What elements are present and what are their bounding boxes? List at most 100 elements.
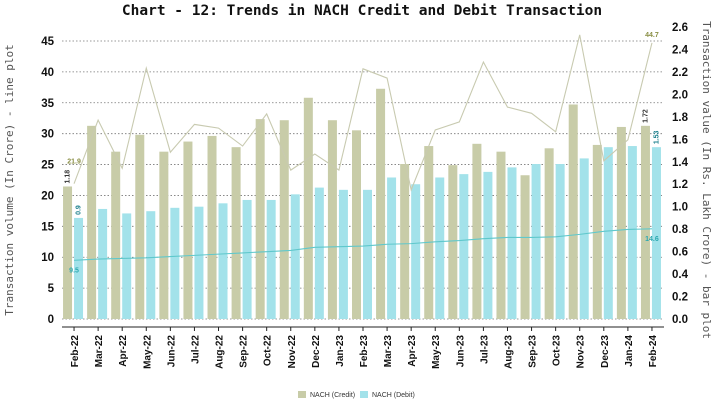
x-tick-label: Apr-23: [407, 335, 418, 367]
bar-credit: [183, 141, 193, 319]
x-tick-label: Feb-24: [648, 335, 659, 368]
y-left-tick: 25: [41, 160, 54, 172]
y-right-tick: 1.0: [672, 202, 688, 214]
y-right-tick: 2.2: [672, 67, 688, 79]
x-tick-label: Jan-24: [624, 335, 635, 367]
y-right-tick: 1.6: [672, 134, 688, 146]
bar-debit: [170, 207, 180, 319]
bar-credit: [87, 125, 97, 319]
right-axis-ticks: 0.0 0.2 0.4 0.6 0.8 1.0 1.2 1.4 1.6 1.8 2.0 2.2 2.4 2…: [672, 22, 689, 326]
bar-debit: [411, 184, 421, 319]
bar-debit: [507, 167, 517, 319]
bar-credit: [279, 120, 289, 319]
bar-debit: [459, 174, 469, 319]
bar-debit: [435, 177, 445, 319]
bar-credit: [63, 186, 73, 319]
y-right-tick: 0.0: [672, 314, 688, 326]
x-tick-label: Dec-23: [600, 335, 611, 368]
bar-credit: [303, 97, 313, 319]
right-axis-label: Transaction value (In Rs. Lakh Crore) - …: [700, 21, 713, 339]
bar-data-label: 1.53: [653, 130, 660, 144]
line-data-label: 21.9: [67, 158, 81, 165]
bar-debit: [483, 171, 493, 319]
legend-label: NACH (Debit): [372, 392, 415, 399]
y-right-tick: 2.0: [672, 89, 688, 101]
x-axis-ticks: Feb-22 Mar-22 Apr-22 May-22 Jun-22 Jul-22 Aug-…: [62, 326, 664, 369]
bar-debit: [579, 158, 589, 319]
y-right-tick: 0.2: [672, 292, 688, 304]
y-right-tick: 1.4: [672, 157, 689, 169]
y-right-tick: 2.6: [672, 22, 688, 34]
y-right-tick: 2.4: [672, 44, 689, 56]
x-tick-label: Oct-22: [263, 335, 274, 367]
line-series: [74, 228, 652, 261]
x-tick-label: Jun-22: [166, 335, 177, 368]
bar-credit: [231, 147, 241, 319]
x-tick-label: Jan-23: [335, 335, 346, 367]
bar-credit: [352, 130, 361, 319]
y-right-tick: 1.8: [672, 112, 689, 124]
y-right-tick: 0.6: [672, 247, 688, 259]
x-tick-label: Nov-23: [576, 335, 587, 369]
line-data-label: 9.5: [69, 267, 79, 274]
y-right-tick: 1.2: [672, 179, 688, 191]
legend-swatch: [298, 391, 306, 398]
bar-debit: [98, 208, 108, 319]
x-tick-label: May-22: [142, 335, 153, 369]
bar-credit: [616, 126, 626, 319]
x-tick-label: Aug-23: [503, 335, 514, 369]
y-left-tick: 45: [41, 36, 54, 48]
legend-label: NACH (Credit): [310, 392, 355, 399]
x-tick-label: Jun-23: [455, 335, 466, 368]
bar-credit: [496, 151, 506, 319]
data-labels: 1.18 1.72 0.9 1.53 21.9 44.7 9.5 14.6: [65, 32, 661, 274]
bar-debit: [218, 203, 228, 319]
bar-debit: [651, 147, 661, 319]
x-tick-label: Oct-23: [552, 335, 563, 367]
bar-credit: [111, 151, 121, 319]
y-right-tick: 0.8: [672, 224, 689, 236]
bar-credit: [448, 165, 458, 319]
bar-credit: [544, 148, 554, 319]
chart-title: Chart - 12: Trends in NACH Credit and De…: [122, 3, 602, 19]
y-left-tick: 20: [41, 190, 54, 202]
x-tick-label: Aug-22: [215, 335, 226, 369]
legend-swatch: [360, 391, 368, 398]
left-axis-ticks: 0 5 10 15 20 25 30 35 40 45: [41, 36, 54, 326]
x-tick-label: May-23: [431, 335, 442, 369]
y-left-tick: 0: [48, 314, 54, 326]
bar-credit: [135, 134, 145, 319]
x-tick-label: Sep-22: [239, 335, 250, 368]
x-tick-label: Mar-22: [94, 335, 105, 368]
bar-credit: [159, 151, 169, 319]
y-left-tick: 30: [41, 129, 54, 141]
bar-debit: [266, 199, 276, 319]
x-tick-label: Jul-23: [479, 335, 490, 364]
bar-debit: [555, 164, 565, 319]
bar-debit: [627, 146, 637, 319]
bar-debit: [242, 199, 252, 319]
x-tick-label: Feb-22: [70, 335, 81, 368]
x-tick-label: Dec-22: [311, 335, 322, 368]
x-tick-label: Sep-23: [528, 335, 539, 368]
y-left-tick: 15: [41, 221, 54, 233]
bar-debit: [146, 211, 156, 319]
x-tick-label: Jul-22: [190, 335, 201, 364]
line-series: [73, 34, 653, 192]
bar-credit: [207, 135, 217, 319]
x-tick-label: Apr-22: [118, 335, 129, 367]
lines: [73, 34, 653, 261]
left-axis-label: Transaction volume (In Crore) - line plo…: [3, 44, 16, 316]
bar-debit: [338, 189, 348, 319]
bar-credit: [255, 119, 265, 319]
bar-debit: [531, 164, 541, 319]
bar-credit: [640, 125, 650, 319]
bar-credit: [472, 143, 482, 319]
bar-debit: [603, 147, 613, 319]
bar-data-label: 1.18: [65, 170, 72, 184]
bar-debit: [122, 213, 132, 319]
x-tick-label: Feb-23: [359, 335, 370, 368]
bar-data-label: 1.72: [642, 109, 649, 123]
bar-credit: [400, 164, 410, 319]
bar-debit: [74, 217, 84, 319]
